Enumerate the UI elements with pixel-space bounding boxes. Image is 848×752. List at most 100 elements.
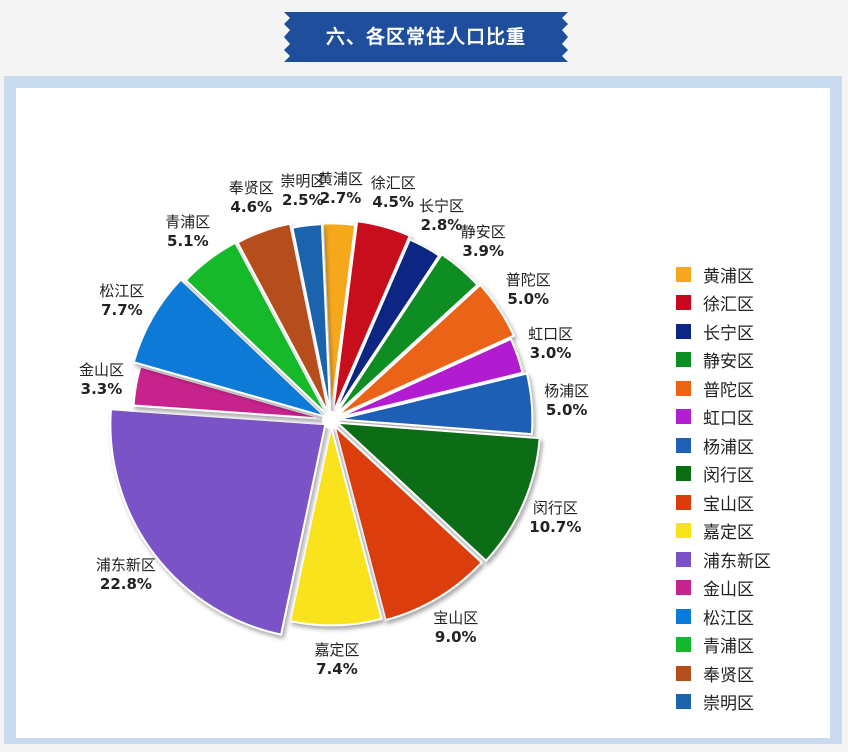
slice-name: 崇明区 xyxy=(280,171,326,190)
title-banner-shape xyxy=(284,12,568,62)
legend-swatch xyxy=(676,494,691,510)
slice-name: 浦东新区 xyxy=(95,555,156,574)
legend-swatch xyxy=(676,295,691,311)
legend-item-8: 闵行区 xyxy=(676,460,826,489)
chart-panel-border: 黄浦区 2.7% 徐汇区 4.5% 长宁区 2.8% 静安区 3.9% 普陀区 5.0% 虹口区 3.… xyxy=(4,76,842,744)
slice-name: 青浦区 xyxy=(165,212,211,231)
legend-swatch xyxy=(676,323,691,339)
legend-swatch xyxy=(676,608,691,624)
legend-item-4: 静安区 xyxy=(676,346,826,375)
pie-slice-7 xyxy=(337,372,534,436)
pie-slice-1 xyxy=(321,222,357,414)
slice-label-1: 黄浦区 2.7% xyxy=(318,170,363,208)
slice-label-13: 松江区 7.7% xyxy=(99,282,144,320)
slice-name: 奉贤区 xyxy=(228,179,274,198)
slice-name: 普陀区 xyxy=(505,270,551,289)
pie-slice-8 xyxy=(334,421,541,563)
slice-label-10: 嘉定区 7.4% xyxy=(314,641,359,679)
legend-item-15: 奉贤区 xyxy=(676,659,826,688)
title-banner: 六、各区常住人口比重 xyxy=(284,12,568,62)
legend-label: 金山区 xyxy=(703,580,754,601)
pie-slice-13 xyxy=(132,278,326,418)
pie-slice-15 xyxy=(236,222,330,414)
slice-percent: 5.0% xyxy=(507,289,550,308)
slice-label-14: 青浦区 5.1% xyxy=(165,213,210,251)
slice-percent: 4.6% xyxy=(230,198,273,217)
slice-percent: 5.0% xyxy=(545,400,588,419)
legend-item-11: 浦东新区 xyxy=(676,545,826,574)
slice-label-9: 宝山区 9.0% xyxy=(433,609,478,647)
slice-name: 长宁区 xyxy=(418,197,464,216)
pie-slice-9 xyxy=(332,422,484,622)
legend-label: 闵行区 xyxy=(703,466,754,487)
legend-label: 青浦区 xyxy=(703,637,754,658)
pie-slice-14 xyxy=(184,241,328,416)
slice-percent: 10.7% xyxy=(529,518,582,536)
slice-name: 闵行区 xyxy=(532,499,578,517)
legend-label: 虹口区 xyxy=(703,409,754,430)
legend-item-6: 虹口区 xyxy=(676,403,826,432)
pie-slice-10 xyxy=(289,426,383,627)
legend-label: 松江区 xyxy=(703,608,754,629)
slice-label-8: 闵行区 10.7% xyxy=(529,499,581,537)
slice-percent: 7.4% xyxy=(316,660,358,679)
slice-percent: 3.3% xyxy=(80,379,123,398)
pie-slice-4 xyxy=(334,252,479,416)
chart-panel: 黄浦区 2.7% 徐汇区 4.5% 长宁区 2.8% 静安区 3.9% 普陀区 5.0% 虹口区 3.… xyxy=(16,88,830,738)
pie-slice-2 xyxy=(331,220,412,414)
legend-swatch xyxy=(676,580,691,596)
slice-name: 黄浦区 xyxy=(318,169,364,188)
legend-item-5: 普陀区 xyxy=(676,374,826,403)
legend-item-16: 崇明区 xyxy=(676,688,826,717)
slice-label-15: 奉贤区 4.6% xyxy=(229,179,274,217)
slice-percent: 2.8% xyxy=(420,216,463,235)
legend-swatch xyxy=(676,694,691,710)
legend-label: 奉贤区 xyxy=(703,665,754,686)
pie-slice-12 xyxy=(132,365,325,420)
slice-percent: 7.7% xyxy=(101,300,143,319)
legend-swatch xyxy=(676,637,691,653)
legend-swatch xyxy=(676,523,691,539)
legend-swatch xyxy=(676,466,691,482)
legend-label: 徐汇区 xyxy=(703,295,754,316)
pie-slice-5 xyxy=(336,283,516,418)
legend-label: 长宁区 xyxy=(703,323,754,344)
legend-swatch xyxy=(676,665,691,681)
slice-label-5: 普陀区 5.0% xyxy=(506,271,551,309)
legend-item-7: 杨浦区 xyxy=(676,431,826,460)
legend-swatch xyxy=(676,409,691,425)
slice-label-7: 杨浦区 5.0% xyxy=(544,382,589,420)
slice-label-4: 静安区 3.9% xyxy=(461,223,506,261)
legend-label: 浦东新区 xyxy=(703,551,771,572)
legend-item-2: 徐汇区 xyxy=(676,289,826,318)
legend-item-13: 松江区 xyxy=(676,602,826,631)
legend-label: 嘉定区 xyxy=(703,523,754,544)
pie-slice-6 xyxy=(337,337,524,419)
pie-center xyxy=(322,411,340,429)
legend-label: 静安区 xyxy=(703,352,754,373)
legend-label: 杨浦区 xyxy=(703,437,754,458)
legend-label: 普陀区 xyxy=(703,380,754,401)
legend-item-14: 青浦区 xyxy=(676,631,826,660)
slice-name: 虹口区 xyxy=(528,325,574,344)
slice-label-2: 徐汇区 4.5% xyxy=(371,174,416,212)
slice-percent: 3.9% xyxy=(462,241,505,260)
slice-name: 嘉定区 xyxy=(314,641,360,660)
legend-label: 宝山区 xyxy=(703,494,754,515)
legend-item-12: 金山区 xyxy=(676,574,826,603)
slice-percent: 2.7% xyxy=(319,188,362,207)
slice-percent: 4.5% xyxy=(372,192,415,211)
pie-chart xyxy=(109,220,541,636)
legend-item-3: 长宁区 xyxy=(676,317,826,346)
pie-slice-11 xyxy=(109,408,327,636)
chart-title: 六、各区常住人口比重 xyxy=(325,26,526,48)
slice-label-16: 崇明区 2.5% xyxy=(280,172,325,210)
legend-item-10: 嘉定区 xyxy=(676,517,826,546)
legend-swatch xyxy=(676,437,691,453)
slice-percent: 22.8% xyxy=(99,574,152,593)
slice-label-11: 浦东新区 22.8% xyxy=(96,556,156,594)
legend-item-9: 宝山区 xyxy=(676,488,826,517)
slice-label-6: 虹口区 3.0% xyxy=(528,325,573,363)
legend-swatch xyxy=(676,380,691,396)
slice-name: 金山区 xyxy=(78,360,124,379)
